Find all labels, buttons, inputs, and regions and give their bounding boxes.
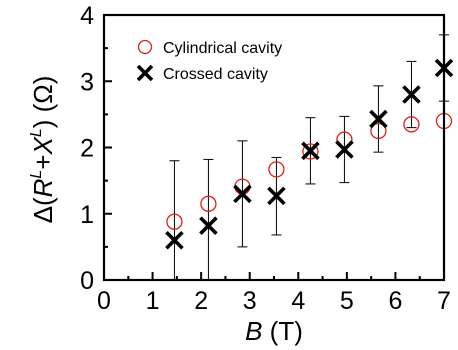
crossed-point (233, 184, 252, 204)
y-tick-label: 1 (80, 201, 94, 229)
cylindrical-point (302, 143, 319, 160)
plot-frame (102, 13, 446, 282)
y-axis-label: Δ(RL+XL) (Ω) (28, 76, 58, 224)
x-axis-label-unit: (T) (262, 316, 302, 346)
crossed-point (335, 140, 354, 159)
cylindrical-point (370, 122, 387, 140)
crossed-point-stroke-b (199, 216, 218, 235)
crossed-point-stroke-b (267, 186, 286, 206)
legend-cross-marker-b (136, 64, 154, 82)
crossed-point-stroke-b (301, 141, 320, 161)
crossed-point (369, 109, 388, 129)
cylindrical-point (166, 213, 183, 230)
crossed-point-stroke-b (233, 184, 252, 204)
tick-labels: 0 1 2 3 4 5 6 7 0 1 2 3 4 (80, 2, 451, 315)
y-axis-label-sup-1: L (28, 170, 45, 179)
legend-label-crossed: Crossed cavity (163, 66, 268, 83)
legend-label-cylindrical: Cylindrical cavity (163, 40, 282, 57)
y-axis-label-r: R (28, 179, 58, 198)
y-axis-label-plus: + (28, 154, 58, 169)
legend: Cylindrical cavity Crossed cavity (136, 39, 282, 83)
y-tick-label: 3 (80, 68, 94, 96)
y-axis-label-suffix: ) (Ω) (28, 76, 58, 129)
x-tick-label: 0 (97, 287, 111, 315)
y-tick-label: 4 (80, 2, 94, 30)
x-tick-label: 6 (388, 287, 402, 315)
x-axis-label-var: B (245, 316, 262, 346)
y-axis-label-x: X (28, 135, 58, 155)
crossed-point (199, 216, 218, 235)
crossed-point (301, 141, 320, 161)
x-tick-label: 3 (243, 287, 257, 315)
x-tick-label: 4 (291, 287, 305, 315)
legend-circle-marker (137, 39, 153, 55)
y-axis-label-sup-2: L (28, 128, 45, 137)
data-markers (165, 58, 454, 250)
crossed-point-stroke-b (402, 85, 421, 104)
crossed-point (165, 230, 184, 250)
crossed-point (267, 186, 286, 206)
cylindrical-point (268, 161, 285, 178)
y-tick-label: 2 (80, 135, 94, 163)
x-tick-label: 7 (437, 287, 451, 315)
crossed-point-stroke-b (369, 109, 388, 129)
x-tick-label: 5 (340, 287, 354, 315)
x-tick-label: 1 (146, 287, 160, 315)
cylindrical-point (403, 116, 420, 133)
x-tick-label: 2 (194, 287, 208, 315)
cylindrical-point (200, 195, 217, 212)
crossed-point-stroke-b (335, 140, 354, 159)
y-axis-label-prefix: Δ( (28, 197, 58, 223)
x-axis-label: B (T) (245, 316, 303, 346)
crossed-point-stroke-b (165, 230, 184, 250)
crossed-point (402, 85, 421, 104)
y-tick-label: 0 (80, 267, 94, 295)
